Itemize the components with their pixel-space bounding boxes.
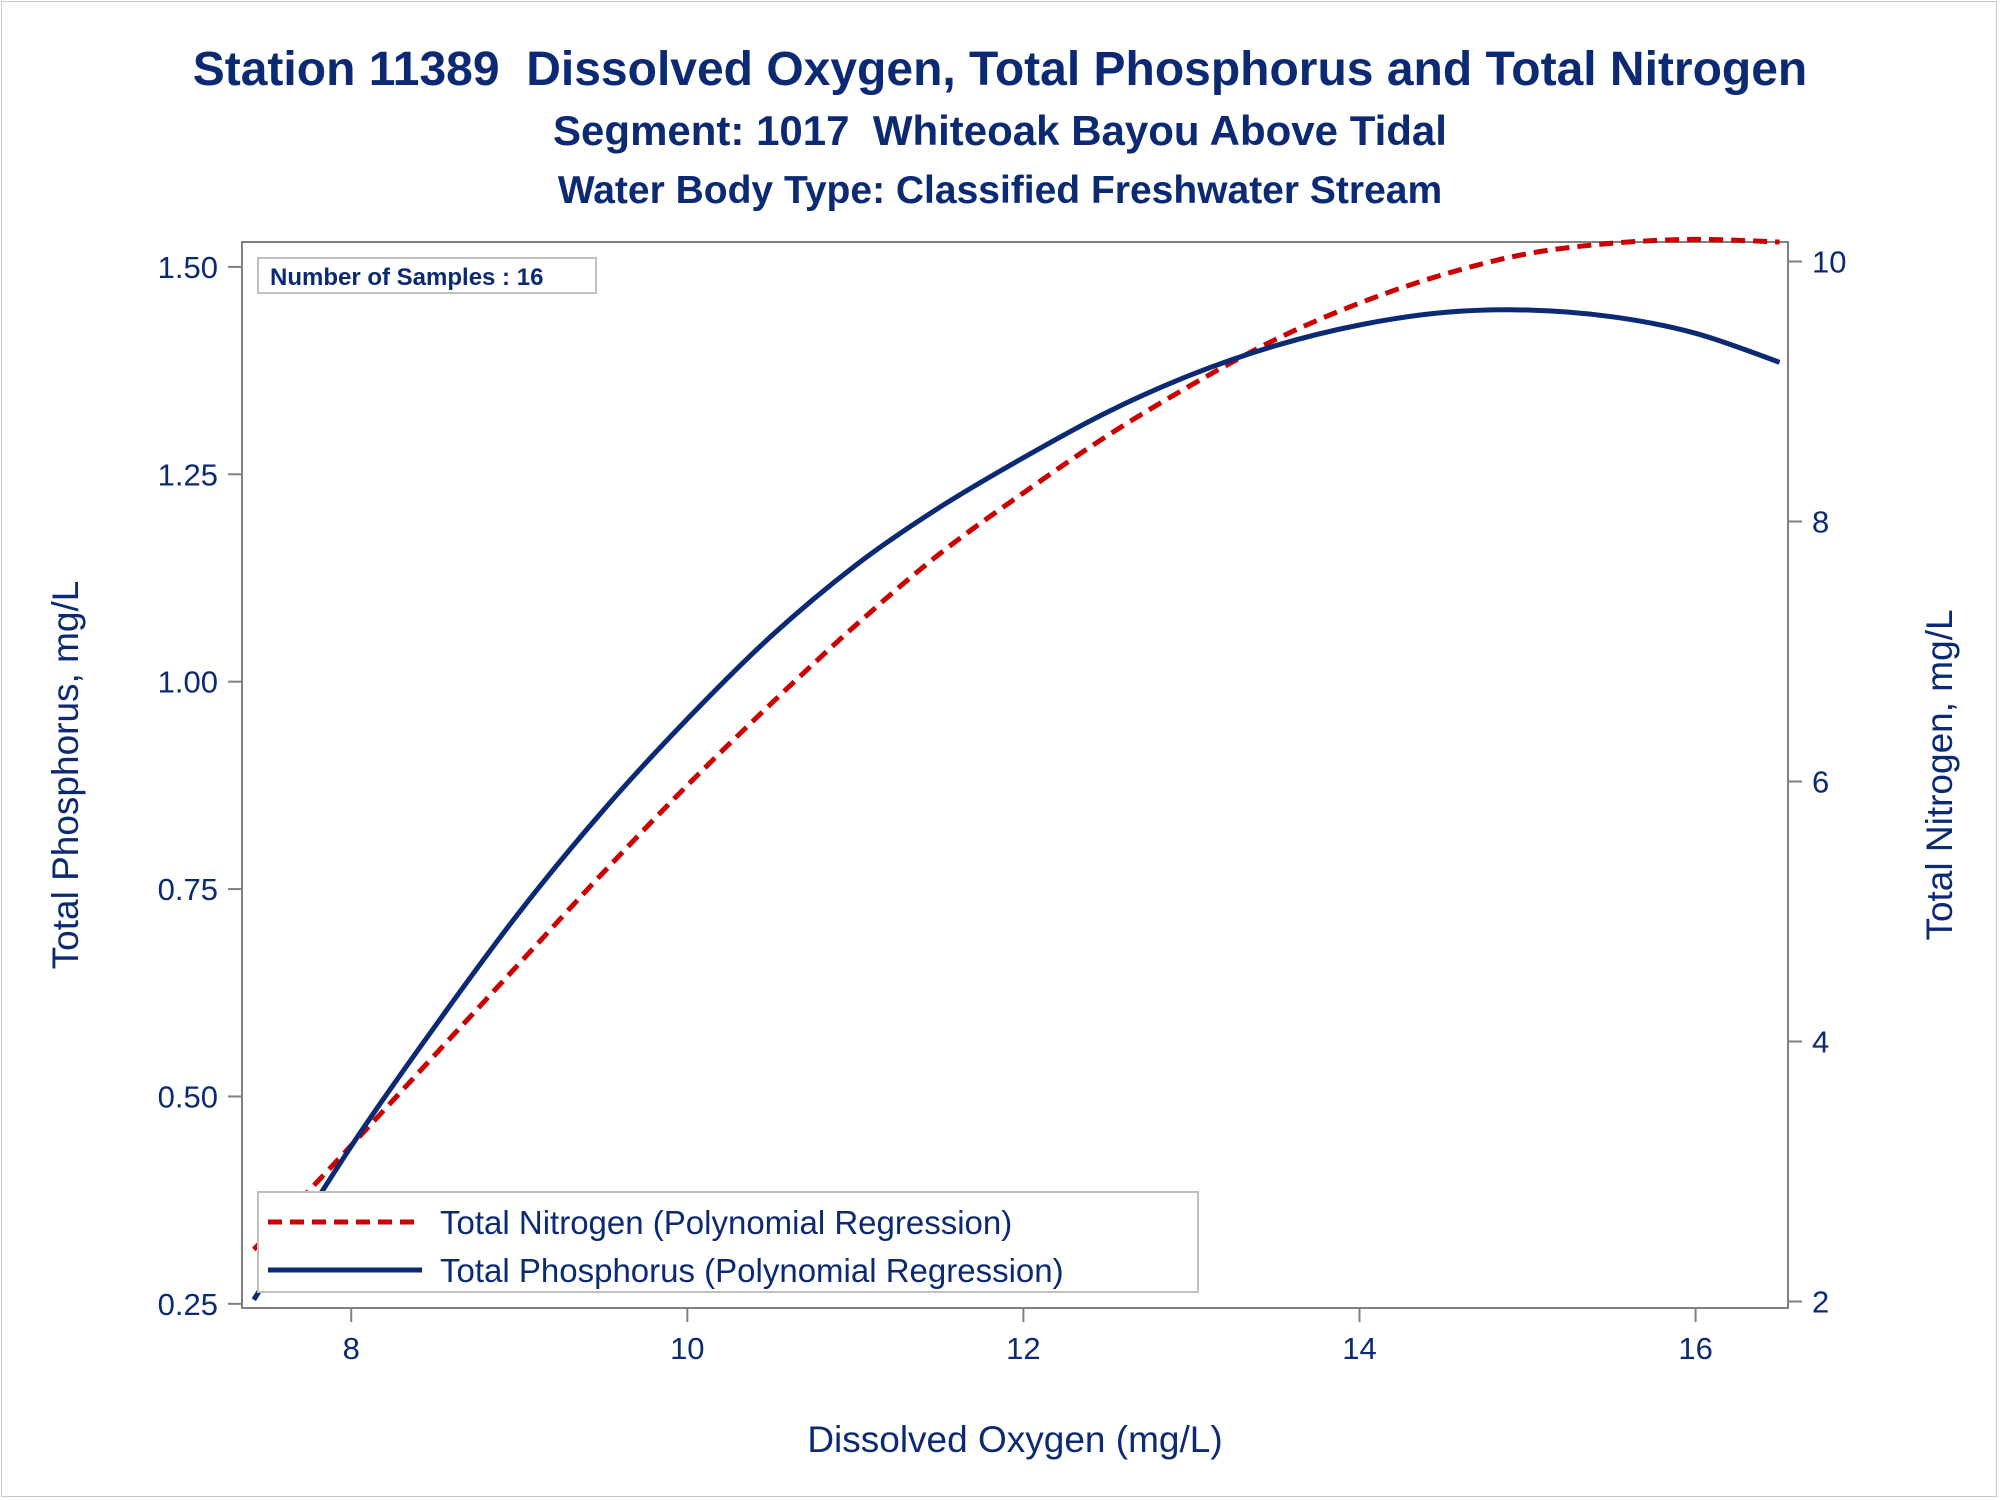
x-axis-title: Dissolved Oxygen (mg/L): [807, 1419, 1222, 1460]
sample-count-box: [257, 257, 597, 294]
x-tick-label: 8: [343, 1331, 360, 1366]
legend-label-phosphorus: Total Phosphorus (Polynomial Regression): [440, 1252, 1064, 1289]
y-tick-label: 0.50: [158, 1079, 218, 1114]
y2-tick-label: 6: [1812, 765, 1829, 800]
y-tick-label: 1.25: [158, 457, 218, 492]
y2-axis-title: Total Nitrogen, mg/L: [1919, 609, 1960, 940]
y-axis-title: Total Phosphorus, mg/L: [45, 581, 86, 970]
y-tick-label: 1.00: [158, 665, 218, 700]
chart-subtitle-segment: Segment: 1017 Whiteoak Bayou Above Tidal: [553, 107, 1447, 154]
legend-box: [257, 1191, 1199, 1293]
x-tick-label: 10: [670, 1331, 704, 1366]
y2-tick-label: 4: [1812, 1025, 1829, 1060]
y-tick-label: 0.25: [158, 1287, 218, 1322]
chart-title: Station 11389 Dissolved Oxygen, Total Ph…: [192, 43, 1808, 96]
chart-subtitle-waterbody: Water Body Type: Classified Freshwater S…: [557, 169, 1443, 212]
legend: Total Nitrogen (Polynomial Regression) To…: [257, 1191, 1199, 1293]
legend-label-nitrogen: Total Nitrogen (Polynomial Regression): [440, 1204, 1012, 1241]
y-tick-label: 1.50: [158, 250, 218, 285]
x-tick-label: 16: [1678, 1331, 1712, 1366]
x-tick-label: 14: [1342, 1331, 1376, 1366]
sample-count-label: Number of Samples : 16: [270, 264, 543, 291]
y-tick-label: 0.75: [158, 872, 218, 907]
y2-tick-label: 2: [1812, 1285, 1829, 1320]
y2-tick-label: 8: [1812, 505, 1829, 540]
x-tick-label: 12: [1006, 1331, 1040, 1366]
plot-area: [241, 241, 1789, 1309]
sample-count-inset: Number of Samples : 16: [257, 257, 597, 294]
series-line-total-nitrogen: [251, 236, 1780, 1252]
series-line-total-phosphorus: [251, 307, 1781, 1302]
y2-tick-label: 10: [1812, 245, 1846, 280]
